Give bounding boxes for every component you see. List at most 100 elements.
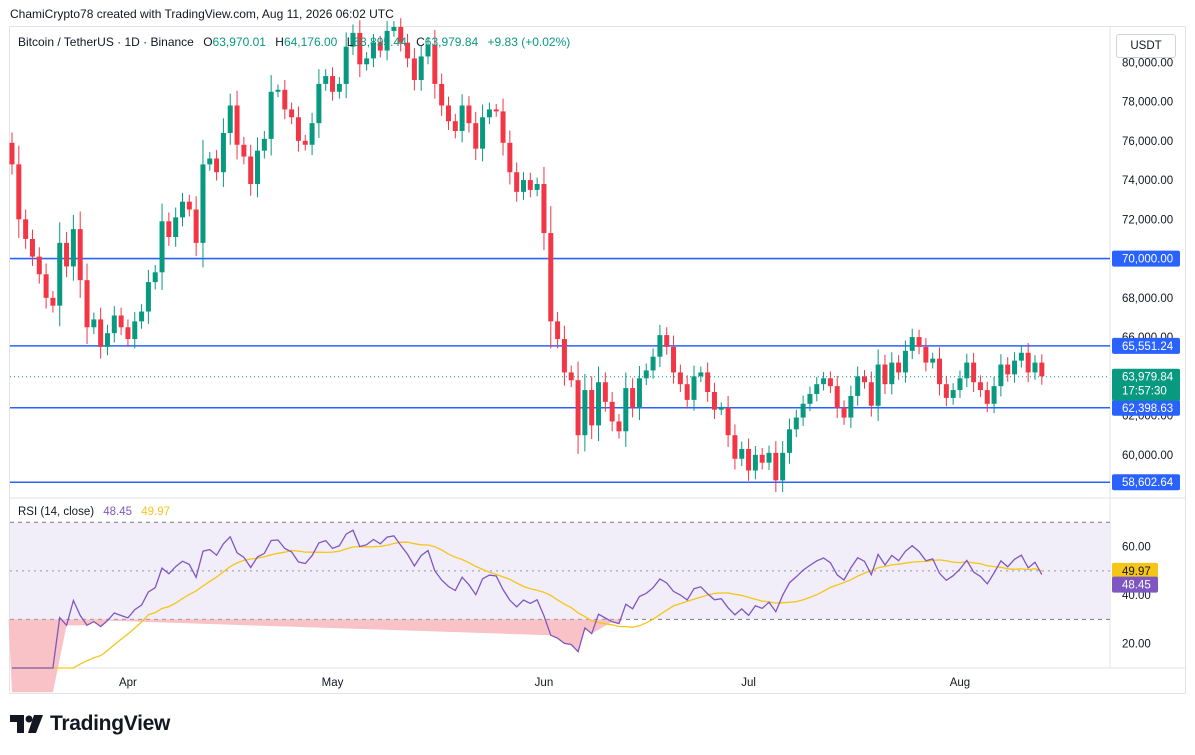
candle-body xyxy=(827,378,833,387)
candle xyxy=(984,381,990,413)
candle xyxy=(23,209,29,249)
candle xyxy=(739,441,745,467)
candle xyxy=(691,365,697,411)
candle-body xyxy=(752,454,758,471)
candle-body xyxy=(166,221,172,237)
candle-body xyxy=(29,238,35,257)
candle-body xyxy=(104,333,110,347)
candle xyxy=(752,445,758,480)
candle xyxy=(561,325,567,386)
candle-body xyxy=(705,372,711,393)
candle-body xyxy=(309,123,315,145)
candle-body xyxy=(295,117,301,141)
candle-body xyxy=(173,217,179,237)
candle xyxy=(902,340,908,383)
candle-body xyxy=(514,172,520,192)
candle xyxy=(568,365,574,388)
candle-body xyxy=(425,44,431,57)
candle xyxy=(357,20,363,78)
candle xyxy=(1018,345,1024,368)
candle xyxy=(64,232,70,278)
symbol-name[interactable]: Bitcoin / TetherUS · 1D · Binance xyxy=(18,35,194,49)
time-tick-label: Jul xyxy=(741,677,756,689)
candle xyxy=(405,33,411,68)
price-tick-label: 60,000.00 xyxy=(1122,450,1173,462)
candle xyxy=(971,352,977,393)
candle xyxy=(650,348,656,379)
rsi-label[interactable]: RSI (14, close) xyxy=(18,506,95,518)
candle-body xyxy=(609,401,615,422)
candle xyxy=(855,366,861,406)
candle xyxy=(527,172,533,198)
candle xyxy=(248,144,254,196)
candle xyxy=(793,409,799,438)
candle xyxy=(370,33,376,68)
candle xyxy=(507,130,513,185)
candle xyxy=(582,373,588,452)
candles-group xyxy=(9,18,1045,493)
candle xyxy=(159,203,165,290)
close-value: 63,979.84 xyxy=(424,35,479,49)
candle-body xyxy=(555,321,561,340)
candle-body xyxy=(186,201,192,210)
tradingview-logo-icon xyxy=(10,715,43,733)
price-tick-label: 80,000.00 xyxy=(1122,57,1173,69)
candle xyxy=(800,395,806,426)
candle xyxy=(882,354,888,394)
chart-frame xyxy=(9,26,1186,694)
candle xyxy=(630,378,636,418)
candle-body xyxy=(384,30,390,51)
candle-body xyxy=(855,376,861,396)
candle-body xyxy=(398,27,404,43)
candle xyxy=(91,312,97,335)
candle-body xyxy=(445,105,451,122)
candle-body xyxy=(561,339,567,373)
candle xyxy=(671,335,677,384)
candle-body xyxy=(350,32,356,47)
candle-body xyxy=(759,454,765,463)
candle-body xyxy=(43,274,49,298)
candle-body xyxy=(1012,360,1018,375)
candle xyxy=(289,102,295,125)
candle-body xyxy=(500,111,506,143)
candle-body xyxy=(316,83,322,124)
candle-body xyxy=(773,452,779,481)
candle-body xyxy=(780,452,786,481)
candle-body xyxy=(364,58,370,65)
currency-button[interactable]: USDT xyxy=(1116,34,1176,58)
candle xyxy=(302,134,308,151)
candle xyxy=(139,304,145,329)
candle-body xyxy=(98,319,104,347)
candle xyxy=(1039,354,1045,385)
candle xyxy=(377,35,383,58)
candle xyxy=(295,106,301,152)
candle xyxy=(77,211,83,298)
candle-body xyxy=(391,27,397,31)
candle xyxy=(930,352,936,369)
candle-body xyxy=(527,180,533,190)
candle-body xyxy=(568,372,574,381)
candle xyxy=(548,206,554,349)
candle-body xyxy=(9,142,15,165)
candle-body xyxy=(998,364,1004,387)
candle-body xyxy=(132,321,138,340)
rsi-value-tag xyxy=(1112,576,1158,593)
candle xyxy=(957,370,963,398)
candle-body xyxy=(180,201,185,218)
candle xyxy=(350,24,356,55)
candle xyxy=(541,166,547,251)
candle xyxy=(514,162,520,202)
candle-body xyxy=(70,229,76,267)
tradingview-footer: TradingView xyxy=(10,712,170,736)
rsi-series xyxy=(12,529,1043,669)
candle xyxy=(575,361,581,454)
candle-body xyxy=(1005,364,1011,375)
candle xyxy=(616,414,622,439)
price-tick-label: 78,000.00 xyxy=(1122,97,1173,109)
candle-body xyxy=(1018,352,1024,361)
candle xyxy=(698,366,704,383)
candle-body xyxy=(275,89,281,92)
candle xyxy=(180,192,185,227)
candle xyxy=(336,77,342,99)
